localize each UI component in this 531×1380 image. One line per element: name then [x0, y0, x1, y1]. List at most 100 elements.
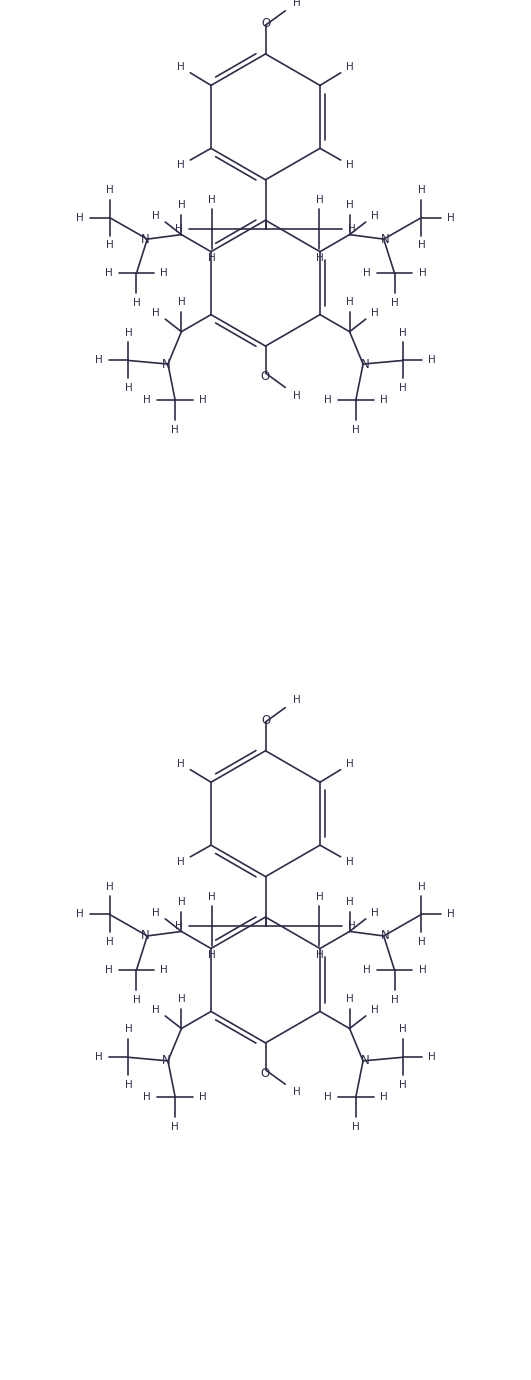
Text: H: H — [172, 425, 179, 435]
Text: H: H — [95, 356, 102, 366]
Text: H: H — [133, 298, 140, 308]
Text: H: H — [177, 897, 185, 907]
Text: H: H — [346, 62, 354, 72]
Text: H: H — [177, 857, 185, 867]
Text: H: H — [293, 694, 301, 705]
Text: H: H — [447, 909, 455, 919]
Text: H: H — [418, 965, 426, 976]
Text: O: O — [260, 370, 269, 384]
Text: H: H — [177, 759, 185, 769]
Text: H: H — [348, 920, 356, 932]
Text: H: H — [371, 1005, 379, 1014]
Text: H: H — [152, 908, 160, 918]
Text: H: H — [106, 882, 114, 891]
Text: H: H — [346, 160, 354, 170]
Text: H: H — [293, 1087, 301, 1097]
Text: N: N — [141, 930, 150, 943]
Text: H: H — [315, 196, 323, 206]
Text: H: H — [175, 224, 183, 235]
Text: H: H — [399, 384, 407, 393]
Text: H: H — [124, 1024, 132, 1035]
Text: H: H — [399, 1024, 407, 1035]
Text: H: H — [160, 965, 168, 976]
Text: N: N — [381, 930, 390, 943]
Text: H: H — [208, 196, 216, 206]
Text: H: H — [371, 211, 379, 221]
Text: H: H — [95, 1053, 102, 1063]
Text: H: H — [177, 994, 185, 1003]
Text: H: H — [76, 213, 84, 222]
Text: H: H — [177, 160, 185, 170]
Text: H: H — [417, 937, 425, 947]
Text: H: H — [447, 213, 455, 222]
Text: H: H — [348, 224, 356, 235]
Text: H: H — [315, 949, 323, 960]
Text: H: H — [346, 994, 354, 1003]
Text: H: H — [391, 298, 398, 308]
Text: H: H — [346, 897, 354, 907]
Text: N: N — [162, 1054, 170, 1067]
Text: H: H — [346, 759, 354, 769]
Text: H: H — [429, 1053, 436, 1063]
Text: H: H — [208, 893, 216, 903]
Text: H: H — [346, 200, 354, 210]
Text: H: H — [143, 1092, 151, 1101]
Text: H: H — [293, 0, 301, 8]
Text: H: H — [346, 857, 354, 867]
Text: H: H — [399, 1081, 407, 1090]
Text: H: H — [324, 1092, 332, 1101]
Text: H: H — [352, 1122, 359, 1132]
Text: H: H — [380, 1092, 388, 1101]
Text: H: H — [363, 268, 371, 279]
Text: H: H — [177, 297, 185, 306]
Text: H: H — [106, 240, 114, 250]
Text: H: H — [208, 949, 216, 960]
Text: H: H — [418, 268, 426, 279]
Text: H: H — [105, 965, 113, 976]
Text: H: H — [106, 185, 114, 195]
Text: O: O — [261, 713, 270, 727]
Text: H: H — [152, 308, 160, 317]
Text: H: H — [160, 268, 168, 279]
Text: H: H — [124, 1081, 132, 1090]
Text: H: H — [152, 211, 160, 221]
Text: H: H — [199, 1092, 207, 1101]
Text: H: H — [208, 253, 216, 264]
Text: N: N — [361, 357, 369, 371]
Text: H: H — [315, 893, 323, 903]
Text: H: H — [152, 1005, 160, 1014]
Text: H: H — [76, 909, 84, 919]
Text: H: H — [417, 185, 425, 195]
Text: N: N — [381, 233, 390, 246]
Text: H: H — [346, 297, 354, 306]
Text: H: H — [371, 908, 379, 918]
Text: H: H — [315, 253, 323, 264]
Text: H: H — [293, 391, 301, 400]
Text: H: H — [324, 395, 332, 404]
Text: H: H — [175, 920, 183, 932]
Text: H: H — [391, 995, 398, 1005]
Text: H: H — [124, 327, 132, 338]
Text: H: H — [371, 308, 379, 317]
Text: H: H — [363, 965, 371, 976]
Text: H: H — [133, 995, 140, 1005]
Text: H: H — [417, 882, 425, 891]
Text: H: H — [399, 327, 407, 338]
Text: H: H — [417, 240, 425, 250]
Text: O: O — [261, 17, 270, 30]
Text: H: H — [124, 384, 132, 393]
Text: H: H — [352, 425, 359, 435]
Text: H: H — [105, 268, 113, 279]
Text: H: H — [429, 356, 436, 366]
Text: H: H — [172, 1122, 179, 1132]
Text: H: H — [177, 200, 185, 210]
Text: N: N — [162, 357, 170, 371]
Text: H: H — [177, 62, 185, 72]
Text: H: H — [199, 395, 207, 404]
Text: H: H — [380, 395, 388, 404]
Text: H: H — [106, 937, 114, 947]
Text: N: N — [361, 1054, 369, 1067]
Text: N: N — [141, 233, 150, 246]
Text: O: O — [260, 1067, 269, 1081]
Text: H: H — [143, 395, 151, 404]
